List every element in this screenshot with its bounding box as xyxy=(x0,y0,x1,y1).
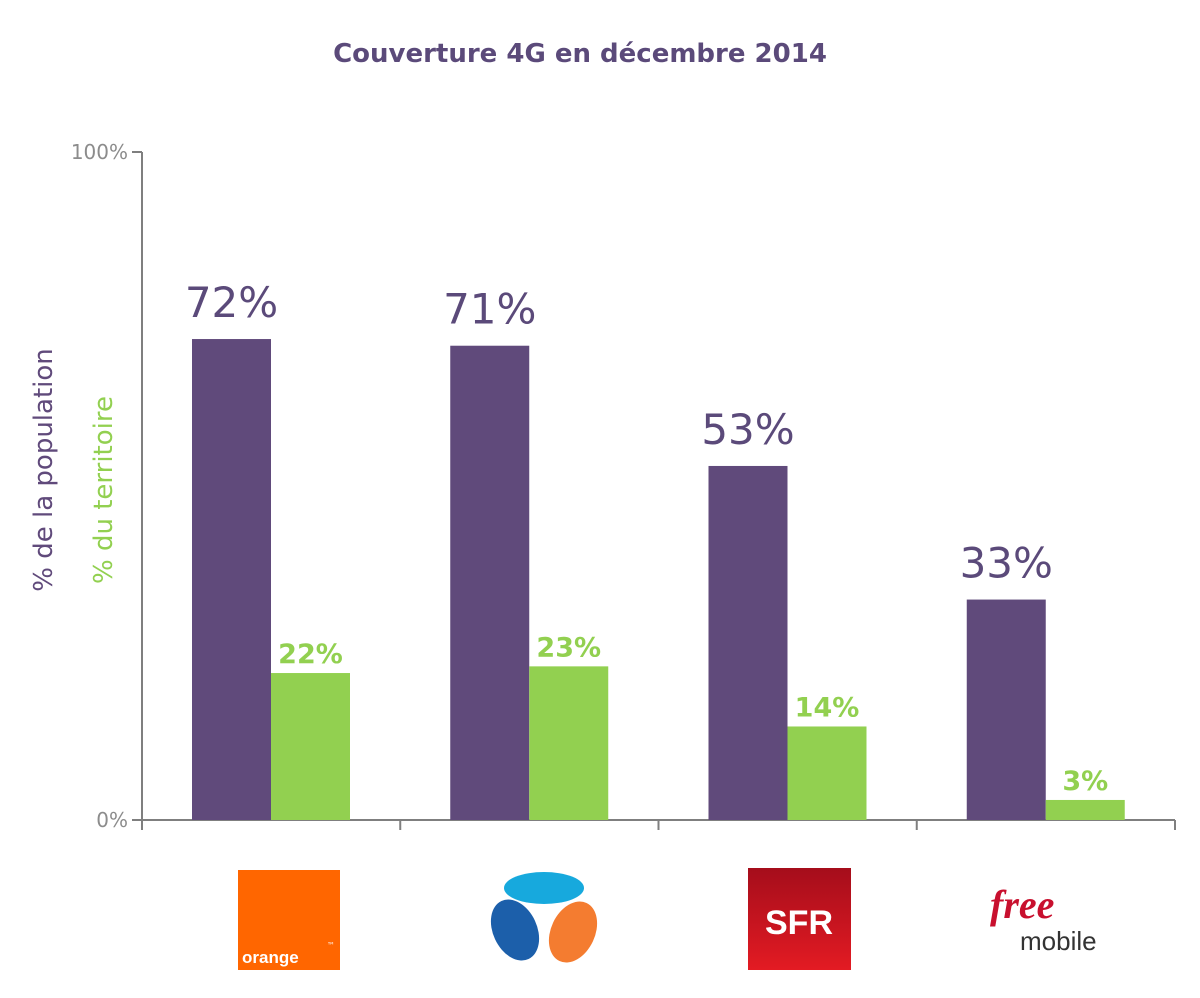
bar-population xyxy=(708,465,788,820)
y-tick-label: 0% xyxy=(96,808,128,832)
bar-population xyxy=(966,599,1046,820)
bar-value-label: 72% xyxy=(185,278,278,327)
bar-population xyxy=(192,339,271,820)
sfr-logo: SFR xyxy=(748,868,851,970)
y-tick-group: 0% 100% xyxy=(71,140,142,832)
chart-title: Couverture 4G en décembre 2014 xyxy=(333,39,827,69)
bar-group xyxy=(192,339,1125,820)
bar-population xyxy=(450,345,530,820)
bouygues-logo-top-shape xyxy=(504,872,584,904)
bar-value-label: 22% xyxy=(278,639,343,670)
y-tick-label: 100% xyxy=(71,140,128,164)
bar-value-label: 71% xyxy=(443,285,536,334)
free-logo-text: free xyxy=(990,882,1054,927)
bar-value-label: 53% xyxy=(701,405,794,454)
bouygues-logo-right-shape xyxy=(548,901,598,963)
bar-territoire xyxy=(1045,799,1125,820)
orange-logo-text: orange xyxy=(242,948,299,967)
orange-logo: orange ™ xyxy=(238,870,340,970)
orange-logo-trademark: ™ xyxy=(327,941,335,950)
bar-label-group: 72% 22% 71% 23% 53% 14% 33% 3% xyxy=(185,278,1108,797)
mobile-logo-text: mobile xyxy=(1020,926,1097,956)
x-tick-group xyxy=(141,820,1176,830)
bar-value-label: 14% xyxy=(795,692,860,723)
legend-territoire-label: % du territoire xyxy=(89,396,119,584)
bar-territoire xyxy=(787,726,867,820)
bar-value-label: 23% xyxy=(536,632,601,663)
bar-territoire xyxy=(529,666,609,820)
bouygues-logo-left-shape xyxy=(490,899,540,961)
orange-logo-square xyxy=(238,870,340,970)
free-mobile-logo: free mobile xyxy=(990,882,1097,956)
sfr-logo-square xyxy=(748,868,851,970)
sfr-logo-text: SFR xyxy=(765,904,833,942)
legend-population-label: % de la population xyxy=(29,348,59,592)
bouygues-telecom-logo-icon xyxy=(490,872,598,963)
bar-value-label: 3% xyxy=(1062,766,1108,797)
bar-value-label: 33% xyxy=(960,539,1053,588)
bar-territoire xyxy=(271,673,350,820)
